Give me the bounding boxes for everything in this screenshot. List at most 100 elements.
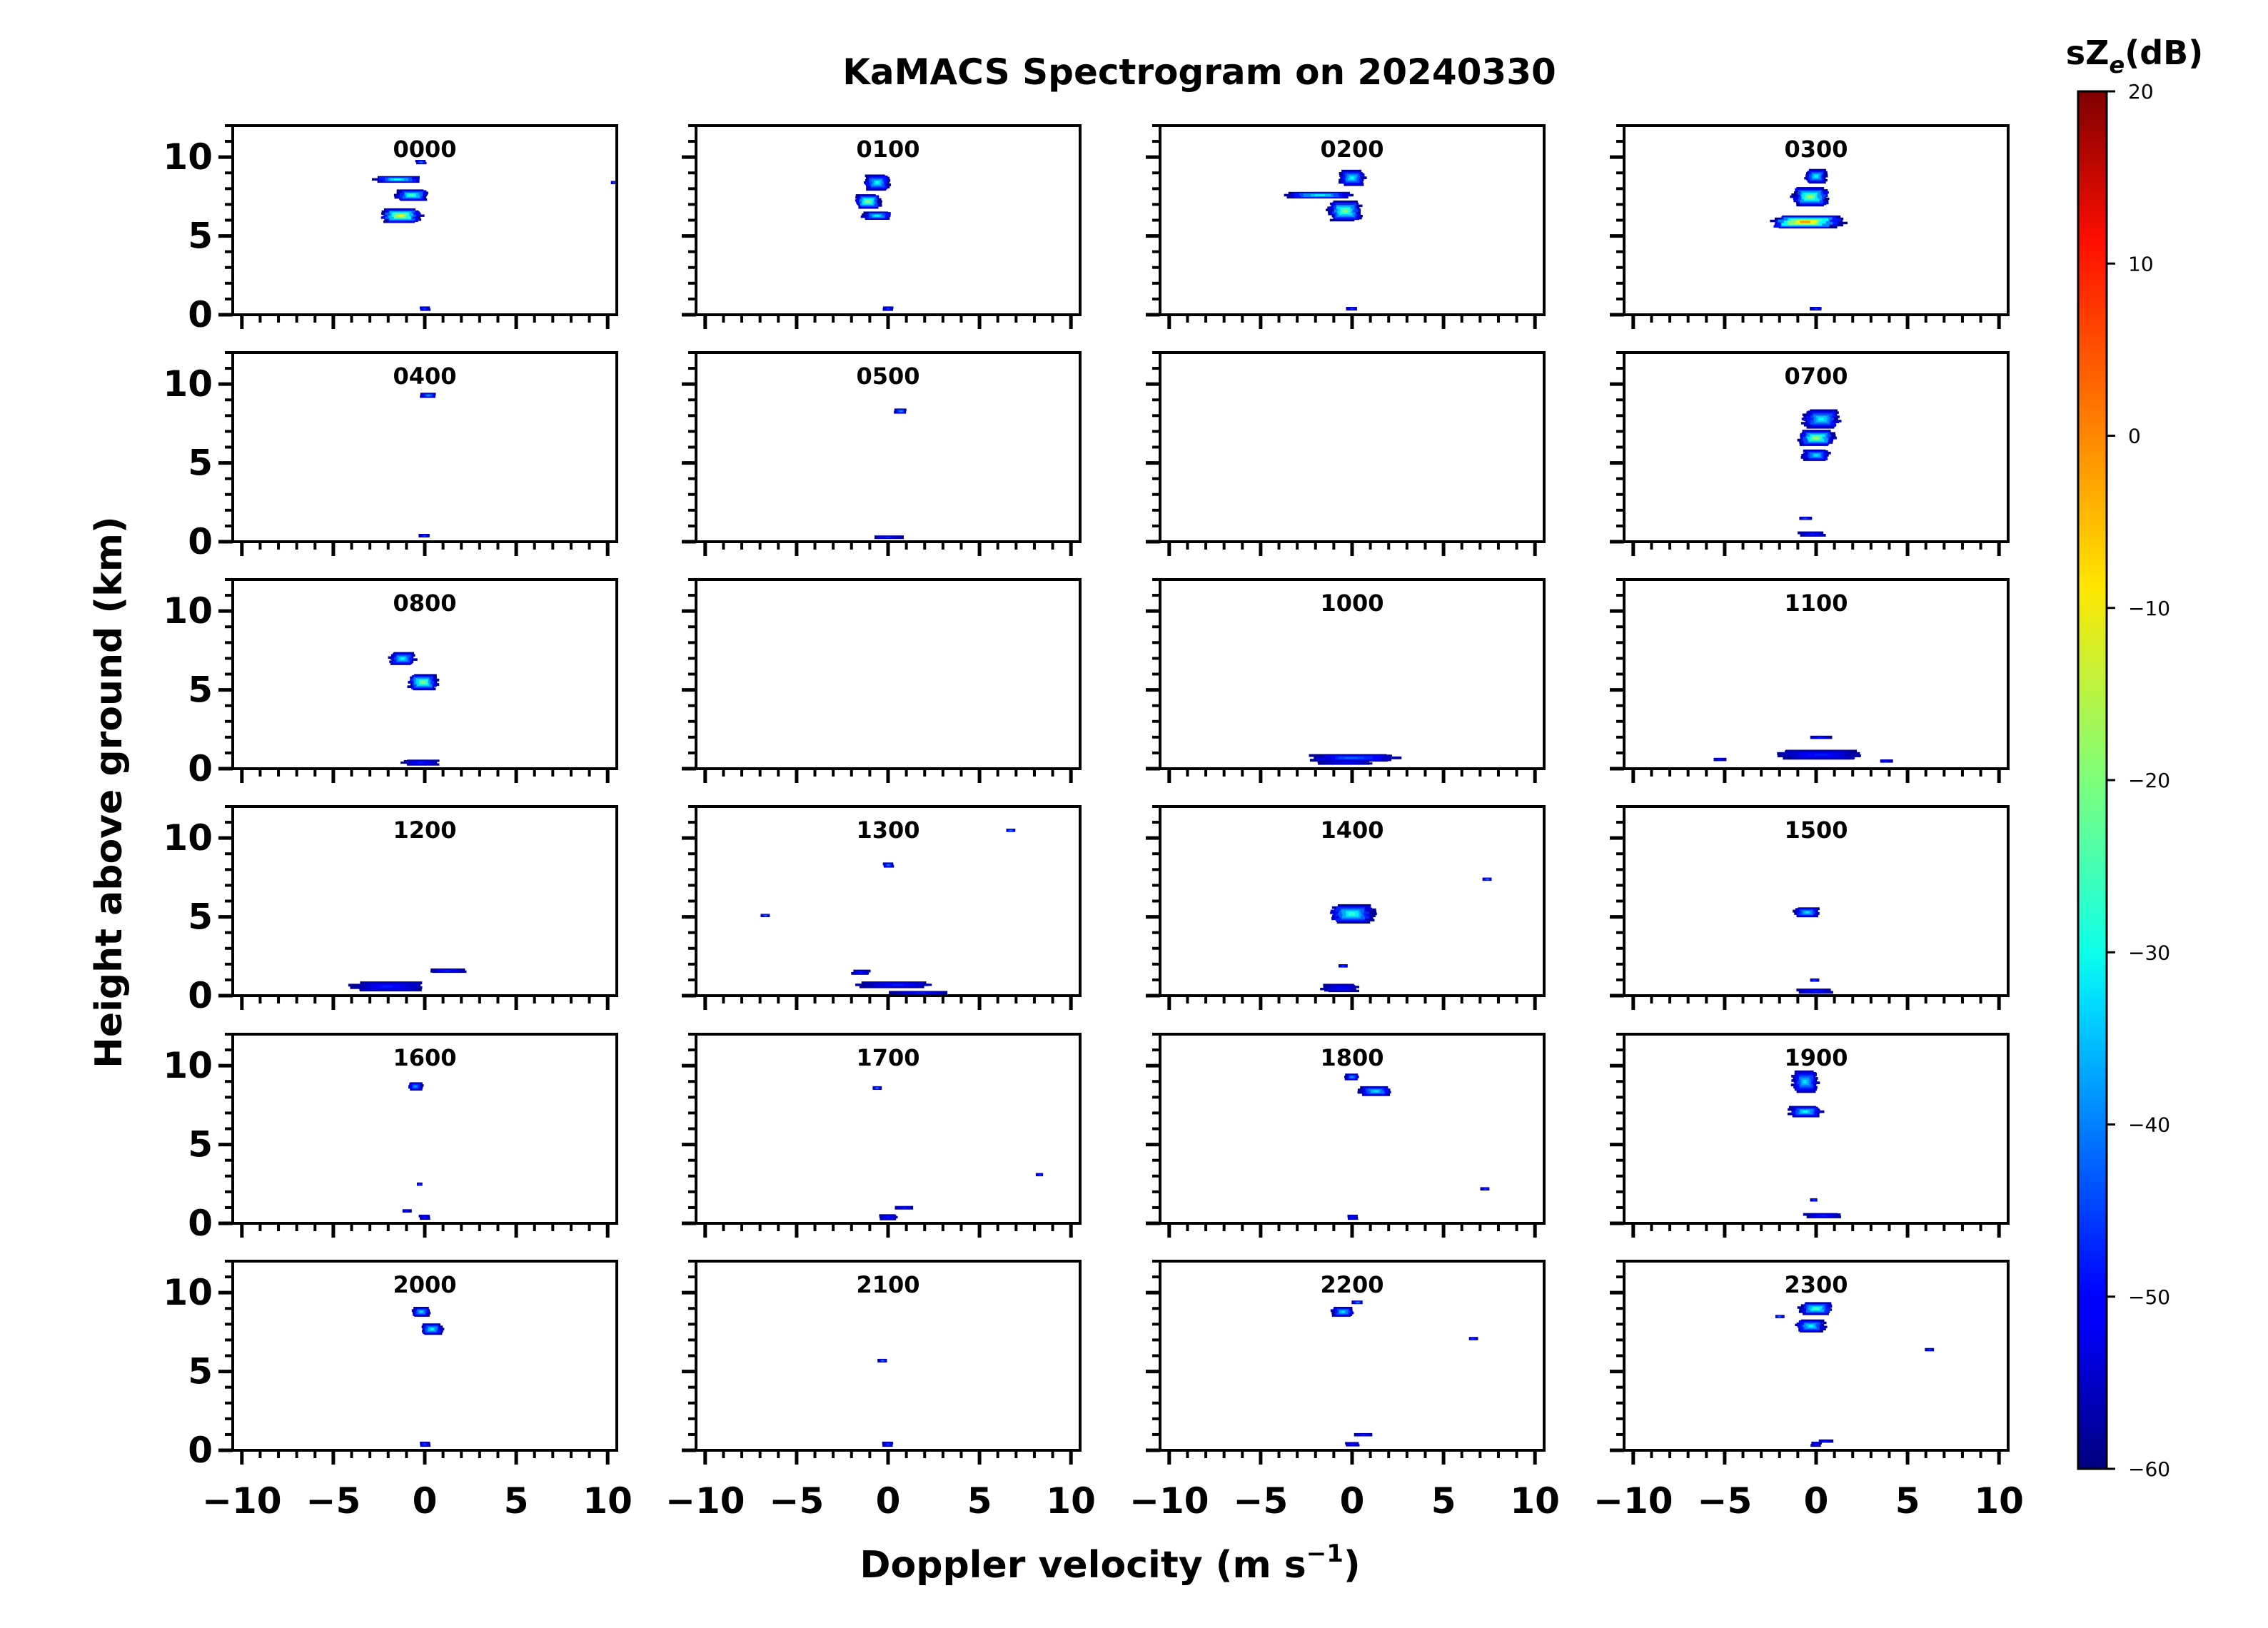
panel-label: 1800 [1320,1044,1384,1071]
panel-echoes [1320,877,1492,993]
echo-blob [1317,760,1373,765]
echo-blob [877,1358,887,1362]
echo-blob [1925,1348,1935,1352]
panel-echoes [1787,1070,1841,1218]
echo-blob [1347,1214,1359,1220]
echo-blob [1339,964,1348,968]
echo-blob [894,1205,914,1210]
panel: 0 5 10 0000 [163,124,618,335]
echo-cell [882,1360,884,1362]
echo-cell [1813,1199,1815,1201]
echo-cell [1349,912,1355,916]
panel-frame [695,578,1082,770]
echo-cell [1814,454,1818,457]
echo-blob [879,1214,898,1220]
panel-echoes [372,160,615,311]
echo-cell [1343,762,1351,764]
panel-frame [1159,351,1546,543]
echo-cell [400,657,405,660]
y-axis-label: Height above ground (km) [88,516,131,1068]
panel-label: 0400 [393,363,456,390]
echo-blob [855,194,882,209]
colorbar-tick-label: −40 [2128,1113,2170,1137]
x-tick-label: 0 [1804,1480,1829,1522]
echo-cell [887,308,889,310]
echo-cell [1795,1087,1813,1090]
panel-echoes [402,1082,430,1220]
echo-cell [1802,192,1818,196]
y-tick-label: 10 [163,590,213,632]
echo-cell [1799,1086,1813,1088]
echo-cell [1800,1083,1811,1087]
colorbar: sZe(dB) 20 10 0 −10 −20 −30 −40 −50 −60 [2066,34,2203,1481]
echo-cell [613,182,615,184]
echo-blob [415,160,427,165]
echo-cell [1801,1078,1809,1081]
panel: 0500 [682,351,1082,556]
panel: 0 5 10 1600 [163,1033,618,1244]
echo-cell [1333,200,1358,203]
panel: 0300 [1610,124,2010,329]
echo-blob [1810,1198,1818,1202]
echo-cell [1810,422,1830,425]
echo-blob [1803,1213,1841,1218]
echo-cell [1796,203,1824,207]
panel-label: 0200 [1320,136,1384,163]
echo-cell [1799,201,1824,204]
echo-blob [1284,191,1354,199]
panel-echoes [877,1358,894,1447]
echo-blob [1354,1432,1373,1437]
panel-label: 0700 [1784,363,1848,390]
echo-cell [1805,193,1816,196]
echo-blob [407,674,440,691]
echo-cell [1803,1080,1807,1083]
echo-cell [424,308,426,310]
x-tick-label: 5 [504,1480,529,1522]
echo-cell [1815,754,1827,756]
echo-cell [1810,533,1815,535]
y-tick-label: 0 [188,521,213,562]
x-tick-label: 5 [967,1480,992,1522]
panel-echoes [1797,409,1842,537]
echo-blob [1713,757,1727,762]
echo-cell [1797,1088,1816,1092]
echo-cell [420,681,425,684]
panel-label: 0000 [393,136,456,163]
echo-cell [1485,1188,1487,1190]
echo-blob [420,1441,430,1447]
echo-cell [1803,1111,1808,1113]
echo-cell [875,215,880,217]
echo-blob [1818,1439,1834,1443]
panel: 0100 [682,124,1082,329]
y-tick-label: 5 [188,1351,213,1392]
echo-cell [1340,208,1350,211]
echo-cell [917,992,926,994]
x-tick-label: −5 [770,1480,825,1522]
echo-cell [1816,420,1827,423]
echo-blob [1468,1337,1478,1340]
echo-cell [1813,415,1829,418]
y-tick-label: 0 [188,1430,213,1471]
panel: 0200 [1146,124,1546,329]
panel-echoes [348,968,467,991]
y-tick-label: 10 [163,136,213,178]
echo-blob [882,1441,894,1447]
echo-cell [1351,308,1353,310]
echo-cell [1804,517,1807,520]
echo-cell [1336,205,1354,208]
echo-blob [1346,307,1357,310]
echo-blob [1035,1173,1044,1177]
echo-cell [1808,410,1835,413]
y-tick-label: 5 [188,216,213,257]
colorbar-tick-label: −50 [2128,1285,2170,1309]
echo-cell [1342,965,1344,967]
echo-cell [1796,1073,1813,1076]
echo-cell [1800,202,1827,206]
panel: 1500 [1610,805,2010,1010]
echo-cell [1351,1443,1354,1445]
echo-blob [1810,978,1820,982]
panel: 1900 [1610,1033,2010,1238]
echo-blob [1796,989,1833,994]
colorbar-title-end: (dB) [2125,34,2203,72]
panel-echoes [1793,907,1833,994]
